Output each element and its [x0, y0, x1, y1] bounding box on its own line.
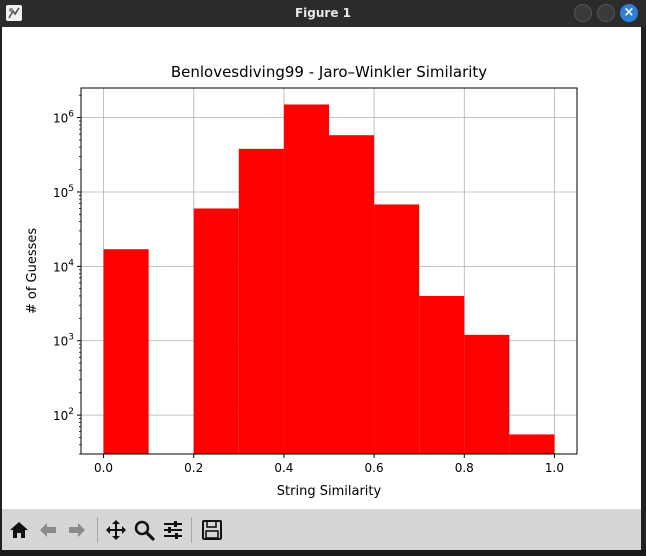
plot-frame — [80, 87, 578, 455]
home-icon — [10, 522, 28, 538]
histogram-bar — [193, 208, 239, 454]
x-tick-label: 0.0 — [94, 461, 113, 475]
y-axis-label: # of Guesses — [25, 228, 40, 315]
y-tick-label: 105 — [53, 184, 74, 200]
histogram-bar — [103, 249, 149, 454]
histogram-bar — [283, 104, 329, 454]
x-tick-label: 0.6 — [365, 461, 384, 475]
bars — [103, 104, 555, 454]
y-tick-label: 104 — [53, 258, 74, 274]
histogram-bar — [374, 204, 420, 454]
maximize-button[interactable] — [597, 4, 615, 22]
close-button[interactable]: × — [620, 4, 638, 22]
y-axis: 102 103 104 105 106 — [53, 94, 81, 455]
histogram-bar — [464, 334, 510, 454]
y-tick-label: 106 — [53, 110, 74, 126]
chart: Benlovesdiving99 - Jaro–Winkler Similari… — [25, 63, 578, 499]
histogram-bar — [329, 135, 375, 454]
back-button[interactable] — [36, 518, 60, 542]
x-tick-label: 1.0 — [545, 461, 564, 475]
move-icon — [106, 520, 126, 540]
title-bar[interactable]: Figure 1 × — [0, 0, 646, 27]
zoom-icon — [134, 520, 155, 541]
histogram-bar — [509, 434, 555, 454]
toolbar-separator — [97, 517, 98, 543]
app-icon — [6, 5, 22, 21]
x-tick-label: 0.2 — [184, 461, 203, 475]
sliders-icon — [164, 521, 182, 539]
y-tick-label: 102 — [53, 407, 74, 423]
arrow-left-icon — [40, 523, 56, 537]
forward-button[interactable] — [65, 518, 89, 542]
chart-title: Benlovesdiving99 - Jaro–Winkler Similari… — [171, 63, 487, 81]
taskbar-strip — [0, 550, 646, 556]
histogram-bar — [419, 295, 465, 454]
pan-button[interactable] — [104, 518, 128, 542]
histogram-bar — [238, 148, 284, 454]
x-axis-label: String Similarity — [277, 484, 382, 499]
close-icon: × — [623, 5, 635, 20]
y-tick-label: 103 — [53, 333, 74, 349]
x-tick-label: 0.4 — [274, 461, 293, 475]
figure-canvas[interactable]: Benlovesdiving99 - Jaro–Winkler Similari… — [2, 27, 641, 509]
x-tick-label: 0.8 — [455, 461, 474, 475]
minimize-button[interactable] — [574, 4, 592, 22]
window-title: Figure 1 — [294, 6, 352, 20]
configure-button[interactable] — [161, 518, 185, 542]
zoom-button[interactable] — [132, 518, 156, 542]
save-icon — [202, 520, 222, 540]
save-button[interactable] — [200, 518, 224, 542]
arrow-right-icon — [69, 523, 85, 537]
toolbar-separator — [191, 517, 192, 543]
x-axis: 0.0 0.2 0.4 0.6 0.8 1.0 — [94, 454, 564, 475]
home-button[interactable] — [7, 518, 31, 542]
navigation-toolbar — [2, 509, 641, 550]
